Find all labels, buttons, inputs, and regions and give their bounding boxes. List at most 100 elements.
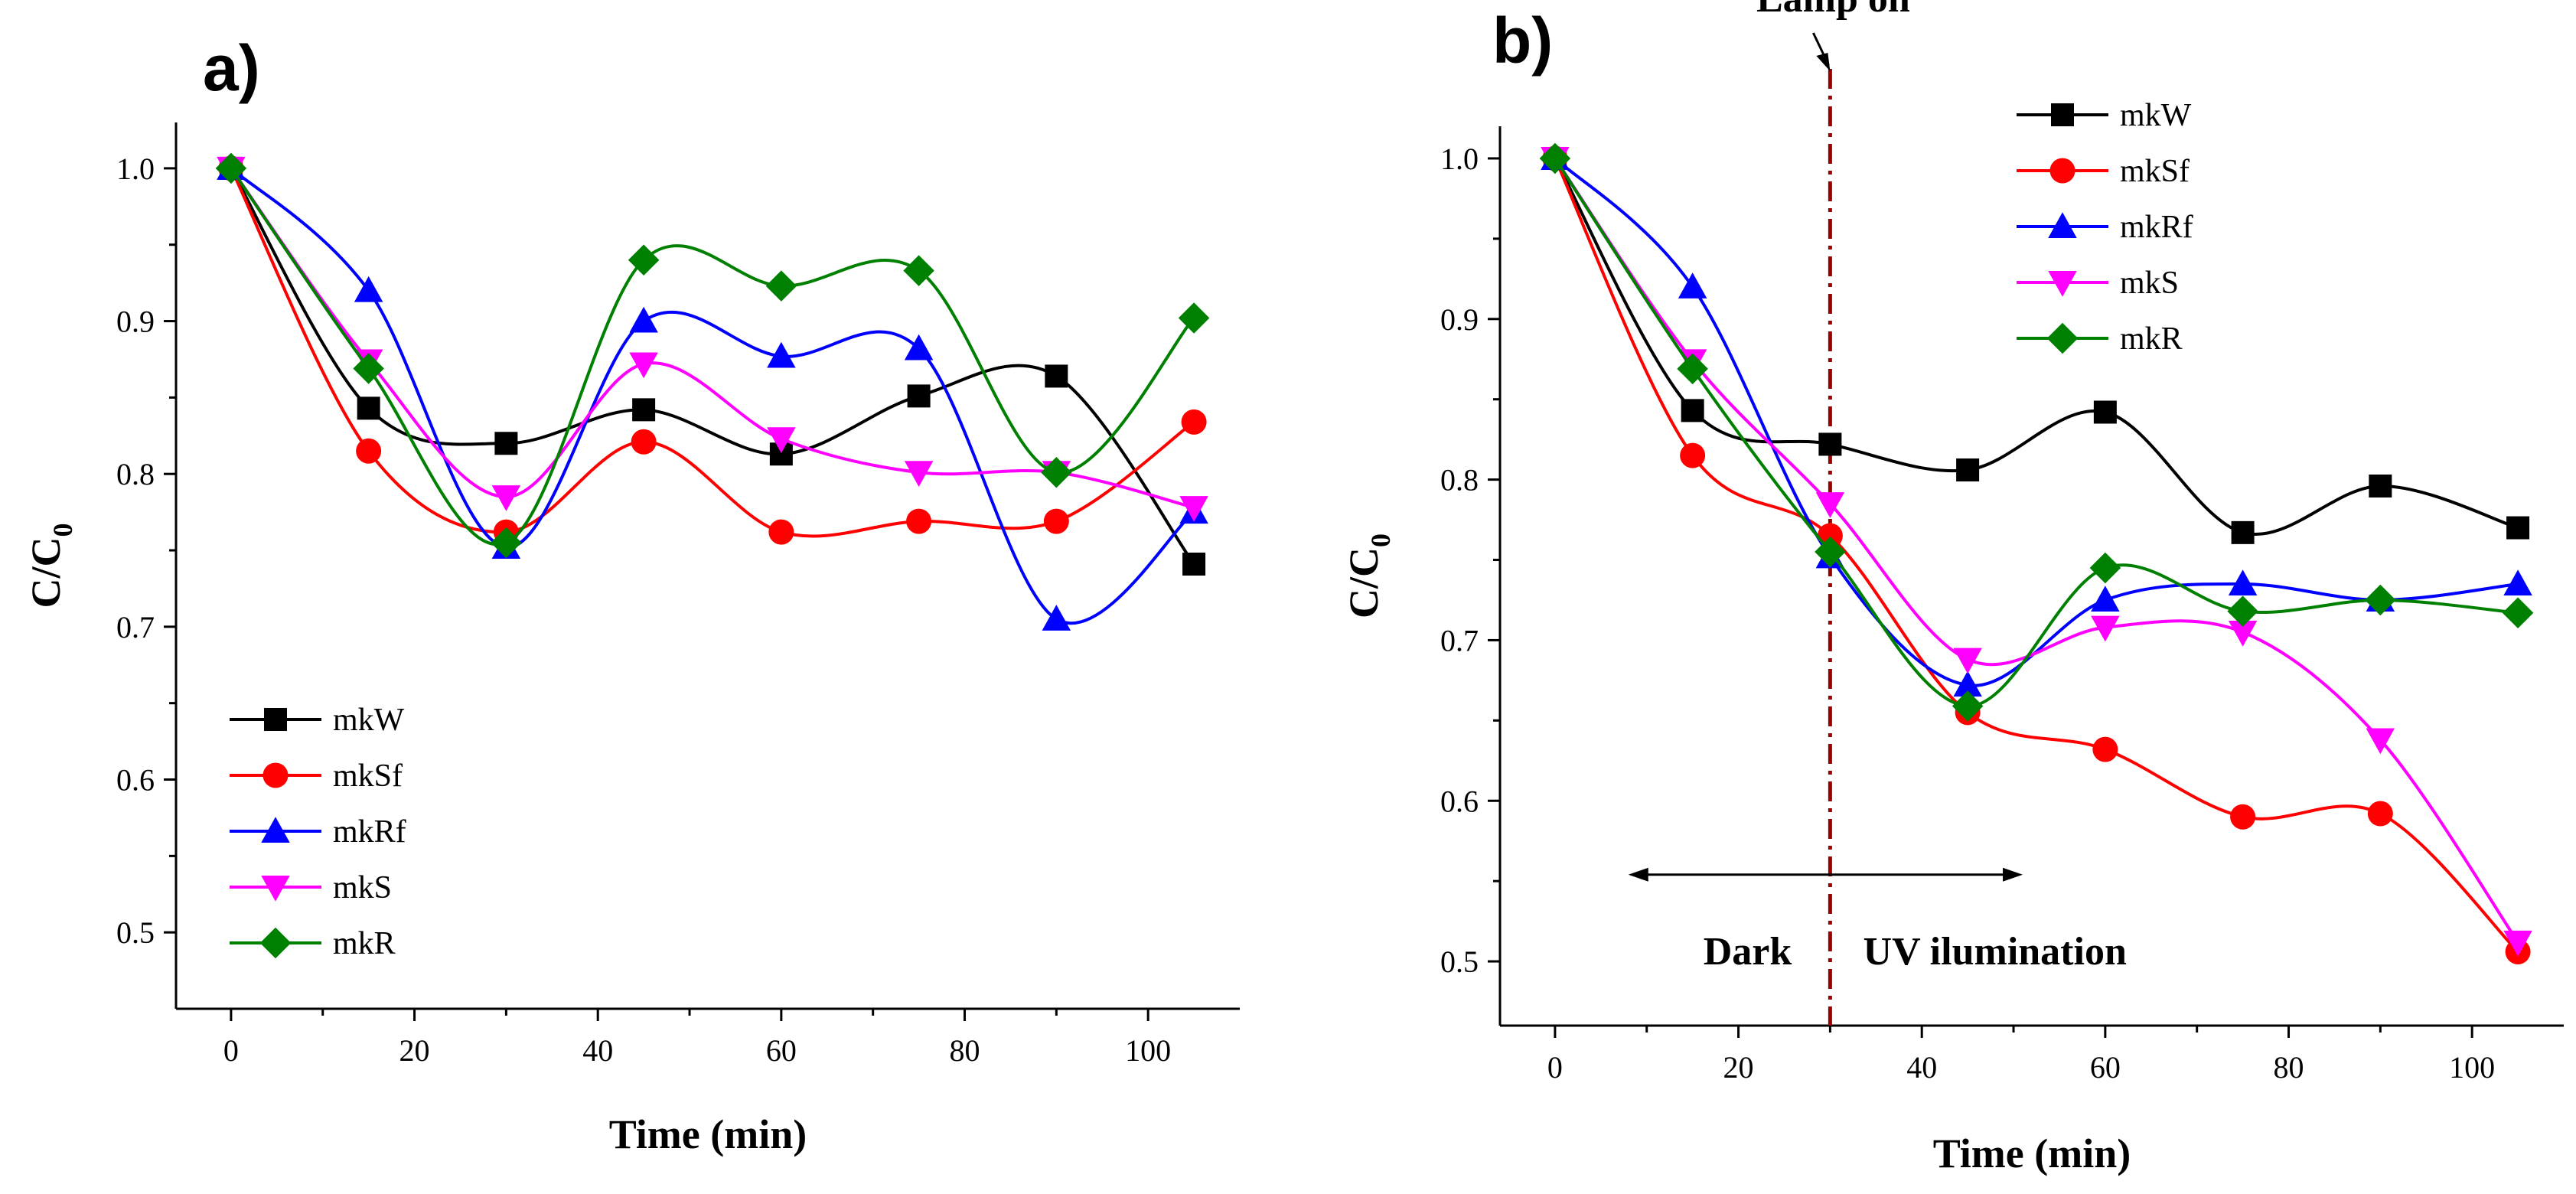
data-point-mkRf [354,276,383,302]
data-point-mkW [2093,400,2117,424]
series-line-mkR [230,167,1195,546]
y-tick-label: 0.6 [1440,784,1479,818]
data-point-mkR [2502,597,2534,629]
data-point-mkW [632,398,656,422]
data-point-mkW [907,384,931,408]
data-point-mkR [765,270,797,302]
data-point-mkR [1178,302,1210,334]
arrow-head-right [2003,867,2023,882]
data-point-mkRf [2091,586,2120,612]
data-point-mkS [2091,615,2120,642]
data-point-mkR [1677,353,1708,385]
x-tick-label: 40 [582,1033,613,1068]
data-point-mkW [2231,520,2255,544]
series-line-mkR [1554,157,2519,708]
data-point-mkSf [768,519,794,545]
x-tick-label: 80 [950,1033,980,1068]
data-point-mkS [767,427,796,454]
x-tick-label: 0 [1547,1050,1563,1085]
data-point-mkR [353,353,384,384]
x-tick-label: 100 [1125,1033,1171,1068]
data-point-mkRf [1042,605,1071,631]
data-point-mkR [2089,552,2121,584]
data-point-mkSf [2367,801,2393,827]
x-tick-label: 100 [2449,1050,2495,1085]
legend-label-mkSf: mkSf [2120,154,2190,189]
data-point-mkSf [1680,442,1706,468]
series-line-mkRf [1554,157,2519,687]
data-point-mkSf [1043,508,1069,534]
legend-marker-mkRf [261,817,290,843]
data-point-mkSf [906,508,932,534]
data-point-mkRf [1678,272,1707,298]
data-point-mkW [2506,516,2530,540]
legend-label-mkRf: mkRf [333,814,406,850]
data-point-mkW [1681,399,1704,422]
data-point-mkW [1182,553,1206,576]
legend-label-mkR: mkR [333,926,396,961]
data-point-mkSf [2092,736,2118,762]
data-point-mkS [1179,496,1208,522]
data-point-mkR [2365,584,2396,616]
data-point-mkR [1815,536,1846,568]
data-point-mkS [2503,930,2532,957]
x-tick-label: 20 [1723,1050,1754,1085]
legend-marker-mkW [2051,103,2074,126]
data-point-mkS [1815,492,1845,518]
legend-marker-mkS [2048,271,2077,297]
y-tick-label: 0.8 [116,457,155,491]
data-point-mkR [215,152,247,184]
data-point-mkR [1952,690,1984,722]
legend-label-mkW: mkW [2120,98,2192,133]
series-line-mkS [1554,157,2519,944]
data-point-mkRf [767,341,796,368]
series-line-mkRf [230,167,1195,625]
x-tick-label: 0 [223,1033,239,1068]
y-tick-label: 1.0 [1440,142,1479,176]
panel-a-chart: a) 0 20 40 60 80 100 0.5 0.6 0.7 0.8 0.9 1.0 Time (mi… [23,32,1240,1157]
x-tick-label: 60 [2090,1050,2121,1085]
y-axis-title: C/C0 [1341,533,1396,618]
y-tick-label: 1.0 [116,152,155,186]
x-axis-title: Time (min) [609,1111,807,1157]
data-point-mkR [2227,595,2258,627]
lamp-on-label: Lamp on [1756,0,1910,21]
legend-label-mkS: mkS [333,870,392,905]
y-axis-title: C/C0 [23,524,78,608]
data-point-mkW [1956,458,1980,482]
y-tick-label: 0.7 [1440,623,1479,657]
data-point-mkW [1045,364,1068,388]
legend-marker-mkR [2046,322,2079,354]
data-point-mkW [1818,432,1842,456]
legend-label-mkS: mkS [2120,266,2179,301]
y-tick-label: 0.7 [116,610,155,644]
legend-marker-mkSf [2049,158,2075,184]
lamp-on-arrow-head [1816,53,1831,71]
panel-label: b) [1492,5,1553,77]
data-point-mkS [491,485,521,511]
data-point-mkR [491,527,522,559]
data-point-mkRf [629,306,658,333]
y-tick-label: 0.9 [1440,302,1479,337]
data-point-mkR [1041,456,1072,488]
x-tick-label: 60 [766,1033,797,1068]
data-point-mkRf [2228,569,2258,595]
data-point-mkRf [2503,569,2532,595]
y-tick-label: 0.5 [1440,944,1479,979]
panel-label: a) [203,32,260,104]
legend-marker-mkS [261,876,290,902]
x-tick-label: 40 [1906,1050,1937,1085]
data-point-mkSf [2230,804,2256,830]
y-tick-label: 0.6 [116,763,155,798]
data-point-mkR [903,255,934,286]
y-tick-label: 0.5 [116,915,155,950]
x-tick-label: 20 [399,1033,430,1068]
data-point-mkW [2369,475,2392,497]
data-point-mkS [2228,620,2258,647]
data-point-mkS [904,461,934,487]
data-point-mkS [629,352,658,379]
y-tick-label: 0.9 [116,305,155,339]
legend-label-mkR: mkR [2120,321,2183,357]
y-tick-label: 0.8 [1440,463,1479,497]
